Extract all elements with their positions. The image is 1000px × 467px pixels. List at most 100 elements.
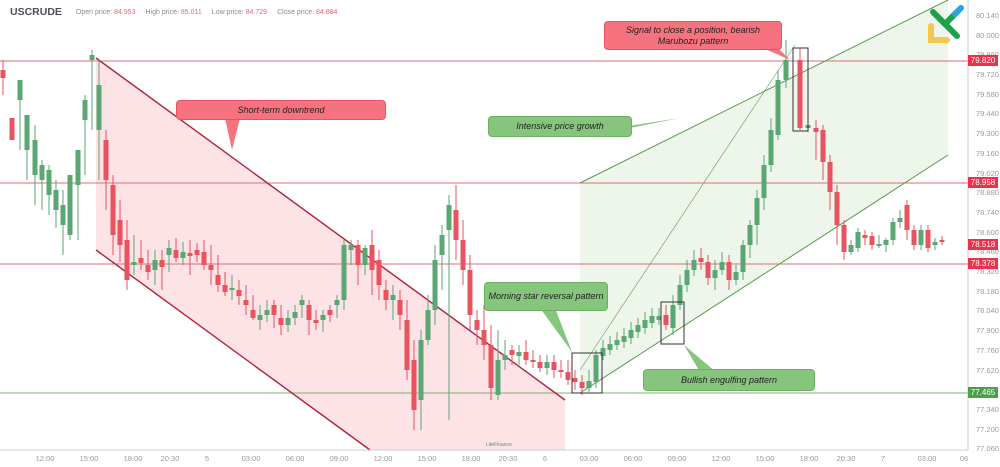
candle	[271, 305, 277, 315]
candle	[432, 260, 438, 310]
y-tick-label: 79.580	[976, 90, 999, 99]
candle	[152, 260, 158, 270]
candle	[719, 262, 725, 270]
candle	[285, 318, 291, 325]
litefinance-logo	[925, 4, 969, 48]
candle	[733, 272, 739, 280]
candle	[320, 315, 326, 320]
chart-header: USCRUDE Open price: 84.953 High price: 8…	[10, 4, 337, 20]
x-tick-label: 09:00	[667, 454, 687, 463]
x-tick-label: 03:00	[579, 454, 599, 463]
candle	[579, 382, 585, 388]
candle	[691, 260, 697, 270]
candle	[783, 60, 789, 80]
candle	[138, 258, 144, 263]
y-tick-label: 79.020	[976, 169, 999, 178]
candle	[726, 262, 732, 280]
y-tick-label: 77.900	[976, 326, 999, 335]
candle	[124, 240, 130, 280]
candle	[635, 325, 641, 332]
candle	[299, 300, 305, 305]
candle	[551, 362, 557, 370]
candle	[67, 175, 73, 235]
uptrend-mid-line	[579, 44, 796, 371]
candle	[32, 140, 38, 175]
candle	[747, 225, 753, 245]
x-tick-label: 12:00	[373, 454, 393, 463]
candle	[820, 130, 826, 162]
y-tick-label: 79.720	[976, 70, 999, 79]
candle	[257, 315, 263, 320]
candle	[705, 262, 711, 278]
y-tick-label: 79.860	[976, 50, 999, 59]
candle	[446, 205, 452, 230]
y-tick-label: 78.880	[976, 188, 999, 197]
y-tick-label: 77.060	[976, 444, 999, 453]
downtrend-pointer	[225, 118, 240, 150]
candle	[754, 198, 760, 225]
x-tick-label: 06	[959, 454, 969, 463]
candle	[60, 205, 66, 225]
high-price: High price: 85.011	[145, 8, 202, 16]
candle	[649, 316, 655, 323]
price-tag: 78.378	[968, 258, 998, 269]
uptrend-lower-line	[579, 154, 949, 394]
candle	[761, 165, 767, 198]
y-tick-label: 77.200	[976, 425, 999, 434]
candle	[827, 162, 833, 192]
candle	[712, 270, 718, 278]
candle	[383, 290, 389, 300]
candle	[862, 235, 868, 238]
y-tick-label: 78.740	[976, 208, 999, 217]
candle	[215, 275, 221, 285]
candle	[565, 372, 571, 380]
candle	[474, 320, 480, 330]
candle	[250, 310, 256, 318]
candle	[925, 230, 931, 248]
candle	[642, 320, 648, 328]
candle	[883, 240, 889, 245]
candle	[684, 270, 690, 285]
candle	[460, 240, 466, 270]
x-tick-label: 03:00	[241, 454, 261, 463]
x-tick-label: 20:30	[498, 454, 518, 463]
y-tick-label: 78.040	[976, 306, 999, 315]
candle	[841, 225, 847, 252]
candle	[537, 362, 543, 368]
candle	[530, 360, 536, 362]
annotation-downtrend: Short-term downtrend	[176, 100, 386, 120]
y-tick-label: 77.760	[976, 346, 999, 355]
candle	[236, 290, 242, 296]
candle	[362, 248, 368, 265]
candle	[103, 140, 109, 180]
candle	[187, 253, 193, 256]
candle	[897, 218, 903, 222]
candle	[292, 312, 298, 318]
marubozu-box	[792, 47, 809, 132]
candle	[173, 250, 179, 258]
candle	[131, 262, 137, 265]
candle	[208, 265, 214, 270]
engulfing-pointer	[684, 345, 716, 372]
x-tick-label: 03:00	[917, 454, 937, 463]
candle	[53, 190, 59, 210]
x-tick-label: 09:00	[329, 454, 349, 463]
candle	[404, 320, 410, 370]
candle	[495, 360, 501, 395]
price-tag: 79.820	[968, 55, 998, 66]
candle	[544, 362, 550, 368]
candle	[117, 220, 123, 245]
candle	[194, 250, 200, 255]
candle	[775, 80, 781, 135]
y-tick-label: 79.160	[976, 149, 999, 158]
candle	[869, 236, 875, 245]
x-tick-label: 15:00	[79, 454, 99, 463]
candle	[593, 355, 599, 382]
y-tick-label: 79.300	[976, 129, 999, 138]
candle	[327, 310, 333, 315]
candle	[607, 344, 613, 350]
candle	[425, 310, 431, 340]
candle	[600, 348, 606, 356]
morning-star-pointer	[540, 308, 572, 352]
